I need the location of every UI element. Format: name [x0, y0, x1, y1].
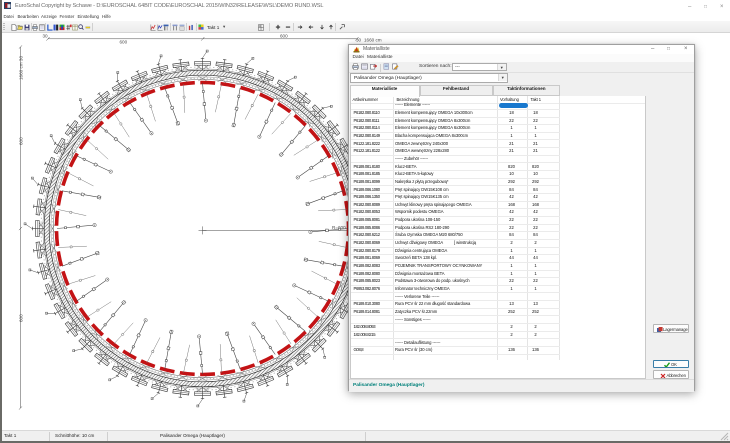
svg-text:30: 30	[356, 37, 362, 42]
svg-text:R=600: R=600	[332, 225, 346, 230]
svg-text:1660 cm 30: 1660 cm 30	[18, 56, 23, 80]
svg-text:1660 cm: 1660 cm	[364, 37, 382, 42]
svg-text:30: 30	[43, 34, 49, 39]
svg-text:600: 600	[18, 314, 23, 322]
svg-text:600: 600	[18, 137, 23, 145]
svg-text:600: 600	[280, 34, 288, 39]
svg-text:600: 600	[120, 40, 128, 45]
